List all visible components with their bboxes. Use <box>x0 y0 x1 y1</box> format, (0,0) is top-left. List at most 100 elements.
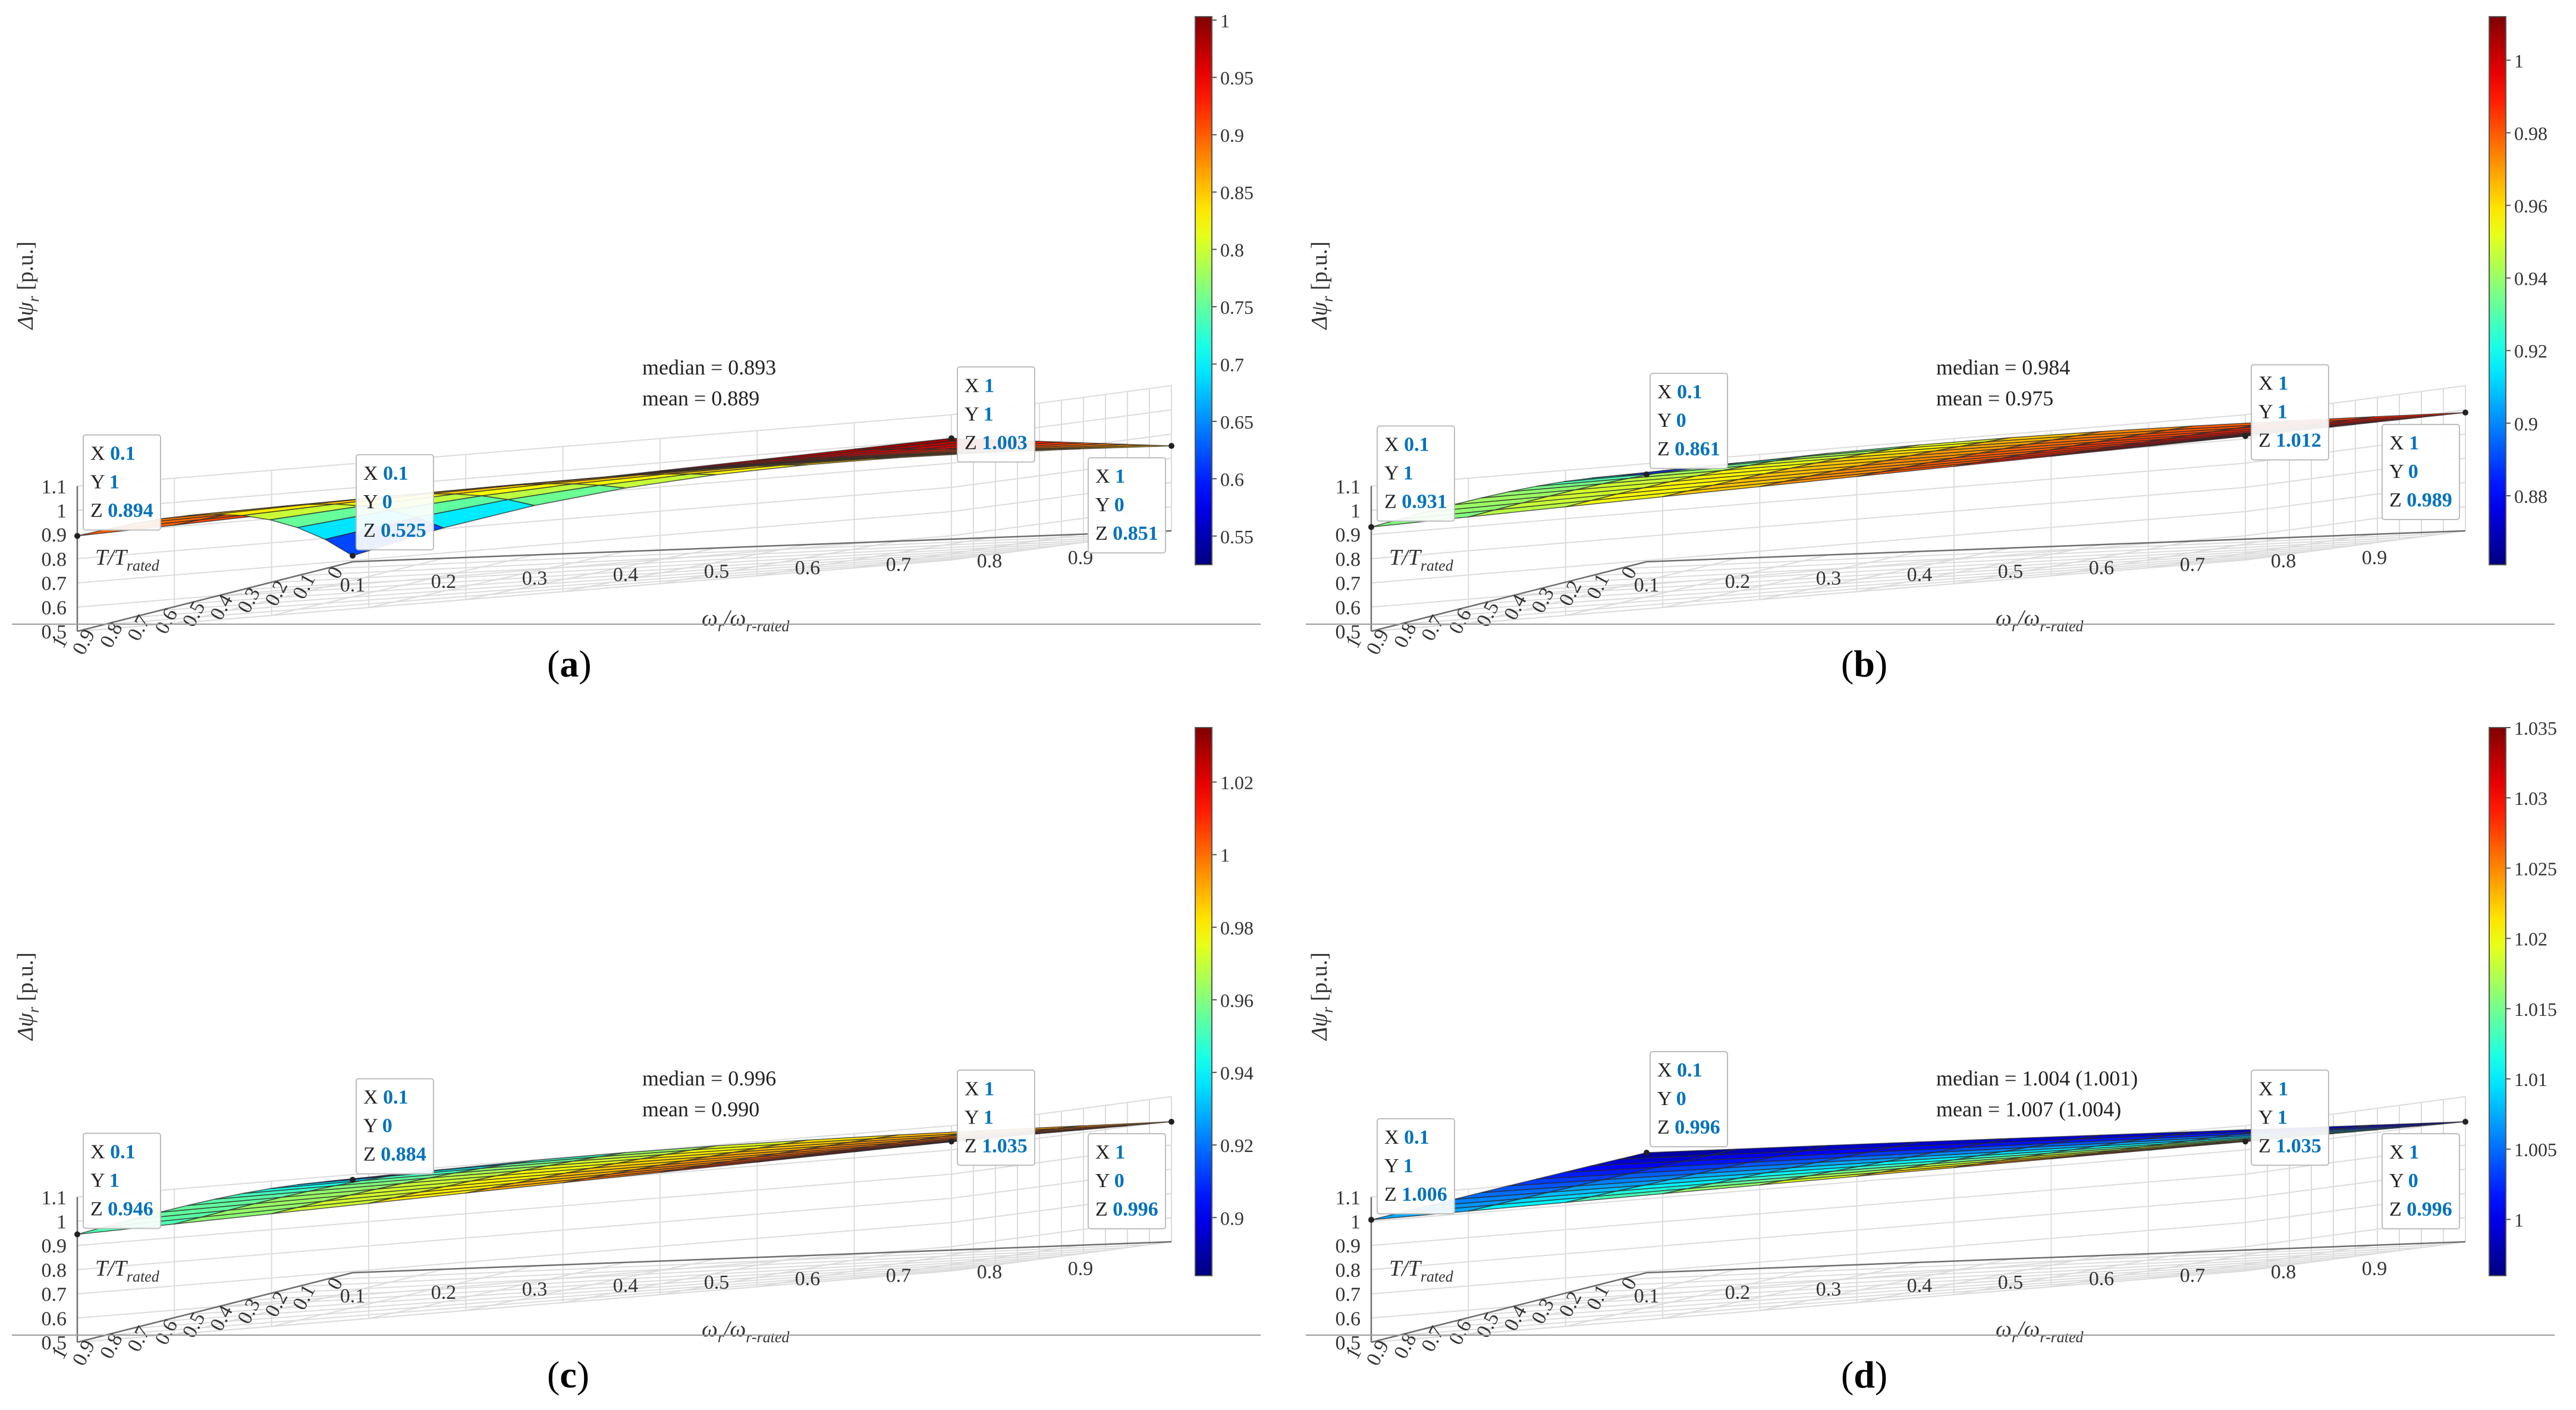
datatip-marker <box>350 1176 356 1183</box>
datatip-value: 0 <box>382 491 392 513</box>
datatip-row: Y 1 <box>90 471 120 493</box>
datatip-value: 0.1 <box>1404 434 1430 456</box>
y-tick-label: 0.7 <box>123 1323 155 1355</box>
datatip-box <box>83 434 161 531</box>
datatip: X 0.1Y 0Z 0.884 <box>356 1078 434 1175</box>
stat-label: median = 1.004 (1.001) <box>1936 1066 2138 1090</box>
datatip: X 0.1Y 1Z 0.931 <box>1377 425 1455 522</box>
datatip-row: Y 1 <box>965 1106 994 1128</box>
floor-grid-line <box>215 1255 1062 1308</box>
z-tick-label: 0.5 <box>42 621 67 643</box>
y-axis-label-sub: rated <box>1421 557 1454 574</box>
datatip-value: 0.1 <box>110 1141 136 1163</box>
datatip-value: 0.894 <box>108 500 153 522</box>
y-tick-label: 0.9 <box>1362 1337 1394 1370</box>
x-tick-label: 0.6 <box>795 557 821 579</box>
datatip-key: X <box>2389 432 2409 454</box>
x-axis-line <box>1646 530 2466 563</box>
datatip-value: 1 <box>2409 432 2419 454</box>
x-tick-label: 0.5 <box>1998 561 2024 583</box>
z-grid-line <box>1371 1246 2246 1319</box>
datatip-key: X <box>363 1087 383 1109</box>
x-tick-label: 0.8 <box>2271 550 2297 572</box>
datatip-key: X <box>2389 1141 2409 1163</box>
panel-d: 0.50.60.70.80.911.10.1 0.2 0.3 0.4 0.5 0.6 0.7… <box>1306 717 2557 1370</box>
datatip-row: Y 1 <box>965 403 994 425</box>
x-axis-label-tail-sub: r-rated <box>746 1329 790 1346</box>
x-axis-label: ωr/ωr-rated <box>1996 606 2084 635</box>
datatip-value: 1 <box>2409 1141 2419 1163</box>
y-axis-label: T/Trated <box>1389 545 1454 574</box>
x-axis-line <box>1646 1241 2466 1274</box>
x-tick-label: 0.3 <box>522 567 548 589</box>
z-grid-line <box>1371 414 2246 487</box>
datatip: X 0.1Y 1Z 1.006 <box>1377 1118 1455 1215</box>
floor-grid-line <box>1371 559 2246 632</box>
datatip-key: Y <box>965 403 984 425</box>
x-tick-label: 0.2 <box>1725 1282 1751 1304</box>
x-axis-label-main: ω <box>1996 1317 2012 1342</box>
datatip-value: 0.851 <box>1113 523 1158 545</box>
x-axis-label-tail: /ω <box>722 1317 746 1342</box>
datatip-value: 1 <box>2278 373 2288 395</box>
datatip-box <box>957 1069 1035 1166</box>
datatip: X 1Y 1Z 1.012 <box>2251 364 2329 461</box>
z-grid-line <box>1371 1149 2246 1222</box>
z-tick-label: 0.6 <box>42 597 67 619</box>
z-axis-label-unit: [p.u.] <box>1307 241 1332 296</box>
datatip-row: Y 1 <box>90 1169 120 1191</box>
datatip-value: 1 <box>984 1078 994 1100</box>
floor-grid-line <box>1564 1250 2400 1295</box>
datatip-value: 0.946 <box>108 1198 153 1220</box>
datatip: X 0.1Y 1Z 0.894 <box>83 434 161 531</box>
z-tick-label: 0.5 <box>1336 1332 1361 1354</box>
surface <box>1371 412 2466 528</box>
stat-label: median = 0.984 <box>1936 355 2070 379</box>
x-axis-label: ωr/ωr-rated <box>702 1317 790 1346</box>
datatip-key: Y <box>965 1106 984 1128</box>
datatip-row: Z 1.035 <box>965 1135 1028 1157</box>
datatip-row: Z 0.861 <box>1657 438 1720 460</box>
datatip-row: X 1 <box>965 1078 994 1100</box>
x-tick-label: 0.5 <box>704 1271 730 1293</box>
datatip-value: 1 <box>109 1169 120 1191</box>
floor-grid-line <box>1426 1264 2290 1329</box>
datatip-value: 0 <box>1676 410 1686 432</box>
datatip: X 1Y 0Z 0.851 <box>1088 457 1166 554</box>
x-axis-label-tail-sub: r-rated <box>746 618 790 635</box>
colorbar-tick-label: 1.015 <box>2514 999 2557 1020</box>
datatip-box <box>356 454 434 550</box>
x-tick-label: 0.4 <box>613 564 639 586</box>
floor-grid-line <box>159 550 1018 611</box>
z-tick-label: 0.9 <box>1336 1235 1361 1257</box>
datatip-marker <box>1168 1119 1174 1125</box>
datatip-box <box>1650 1051 1728 1148</box>
caption-a: (a) <box>547 643 592 685</box>
datatip-key: Y <box>363 491 382 513</box>
colorbar-tick-label: 1.02 <box>2514 929 2547 950</box>
datatip-key: Z <box>90 500 108 522</box>
x-tick-label: 0.4 <box>1907 1275 1933 1297</box>
datatip-box <box>957 366 1035 463</box>
datatip-key: Y <box>2258 1106 2277 1128</box>
datatip-value: 1 <box>1115 1141 1125 1163</box>
y-axis-label-sub: rated <box>127 1268 160 1285</box>
z-tick-label: 0.9 <box>42 1235 67 1257</box>
datatip-row: Y 1 <box>1384 462 1413 484</box>
floor-grid-line <box>297 536 1128 577</box>
datatip-row: Z 1.035 <box>2258 1135 2321 1157</box>
datatip-box <box>2382 1133 2460 1230</box>
caption-c: (c) <box>547 1354 590 1396</box>
datatip-value: 0.861 <box>1675 438 1720 460</box>
z-grid-line <box>77 1222 952 1295</box>
x-axis-label-tail-sub: r-rated <box>2040 618 2084 635</box>
datatip-row: Z 0.931 <box>1384 491 1447 513</box>
floor-grid-line <box>325 533 1150 569</box>
y-axis-line <box>77 1271 353 1343</box>
y-axis-label-main: T/T <box>95 545 128 570</box>
colorbar-tick-label: 0.7 <box>1220 354 1244 375</box>
x-tick-label: 0.3 <box>1816 1278 1842 1300</box>
datatip-value: 1 <box>1403 462 1413 484</box>
datatip: X 0.1Y 0Z 0.525 <box>356 454 434 550</box>
datatip-marker <box>74 533 80 539</box>
